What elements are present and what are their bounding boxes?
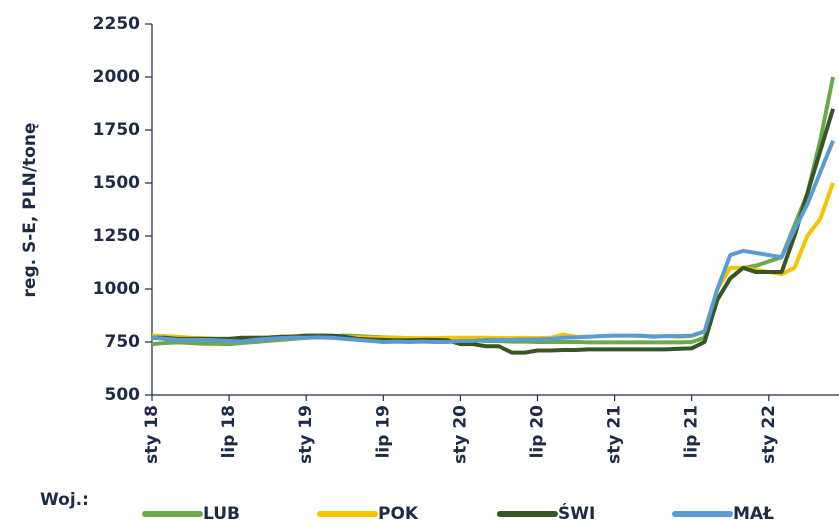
- legend-title: Woj.:: [40, 490, 89, 510]
- legend-label: MAŁ: [733, 504, 774, 524]
- x-tick-label: sty 19: [296, 405, 316, 464]
- y-tick-label: 1000: [93, 279, 140, 299]
- y-tick-label: 1750: [93, 120, 140, 140]
- legend-label: ŚWI: [558, 502, 595, 524]
- legend-label: POK: [378, 504, 419, 524]
- y-tick-label: 2000: [93, 67, 140, 87]
- series-line: [151, 76, 836, 347]
- x-tick-label: sty 21: [605, 405, 625, 464]
- y-tick-label: 1250: [93, 226, 140, 246]
- series-line: [151, 139, 835, 344]
- x-tick-label: sty 18: [142, 405, 162, 464]
- series-line: [152, 108, 835, 355]
- y-tick-label: 2250: [93, 14, 140, 34]
- x-tick-label: sty 20: [450, 405, 470, 464]
- y-tick-label: 750: [105, 332, 141, 352]
- x-tick-label: lip 20: [528, 405, 548, 459]
- y-tick-label: 500: [105, 385, 141, 405]
- x-tick-label: sty 22: [759, 405, 779, 464]
- x-tick-label: lip 18: [219, 405, 239, 458]
- x-tick-label: lip 19: [373, 405, 393, 458]
- x-tick-label: lip 21: [682, 405, 702, 458]
- legend-label: LUB: [203, 504, 240, 524]
- y-tick-label: 1500: [93, 173, 140, 193]
- series-line: [151, 182, 835, 341]
- y-axis-label: reg. S-E, PLN/tonę: [20, 123, 40, 298]
